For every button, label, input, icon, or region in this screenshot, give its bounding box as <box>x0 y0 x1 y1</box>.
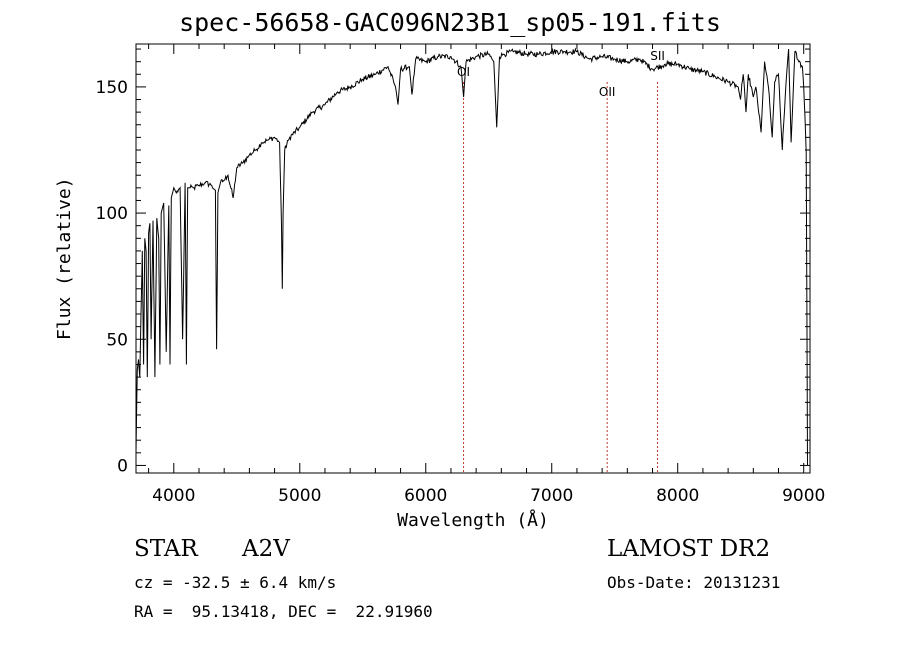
redshift-cz: cz = -32.5 ± 6.4 km/s <box>134 573 337 592</box>
x-tick-label: 6000 <box>404 486 447 506</box>
y-tick-label: 50 <box>106 330 128 350</box>
x-tick-label: 8000 <box>656 486 699 506</box>
x-tick-label: 9000 <box>782 486 825 506</box>
x-tick-label: 7000 <box>530 486 573 506</box>
survey-name: LAMOST DR2 <box>607 536 771 562</box>
x-tick-label: 4000 <box>152 486 195 506</box>
spectral-subclass: A2V <box>242 536 290 562</box>
chart-title: spec-56658-GAC096N23B1_sp05-191.fits <box>179 8 721 37</box>
line-label-oi: OI <box>457 65 470 79</box>
spectrum-line <box>135 47 808 466</box>
x-axis-label: Wavelength (Å) <box>397 510 549 531</box>
x-tick-label: 5000 <box>278 486 321 506</box>
ra-dec-coordinates: RA = 95.13418, DEC = 22.91960 <box>134 602 433 621</box>
line-label-oii: OII <box>599 85 616 99</box>
plot-frame <box>135 43 811 474</box>
observation-date: Obs-Date: 20131231 <box>607 573 781 592</box>
y-tick-label: 150 <box>96 78 128 98</box>
line-label-sii: SII <box>650 49 665 63</box>
y-tick-label: 0 <box>117 456 128 476</box>
object-class: STAR <box>134 536 198 562</box>
y-tick-label: 100 <box>96 204 128 224</box>
y-axis-label: Flux (relative) <box>54 177 75 340</box>
